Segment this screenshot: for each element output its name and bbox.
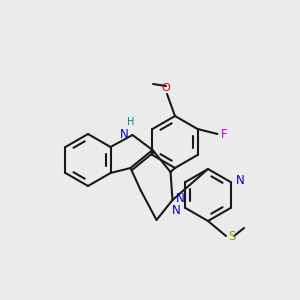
Text: H: H (127, 117, 134, 127)
Text: N: N (120, 128, 129, 140)
Text: N: N (176, 191, 185, 205)
Text: F: F (220, 128, 227, 140)
Text: O: O (162, 83, 170, 93)
Text: N: N (236, 173, 244, 187)
Text: S: S (228, 230, 236, 244)
Text: N: N (172, 203, 181, 217)
